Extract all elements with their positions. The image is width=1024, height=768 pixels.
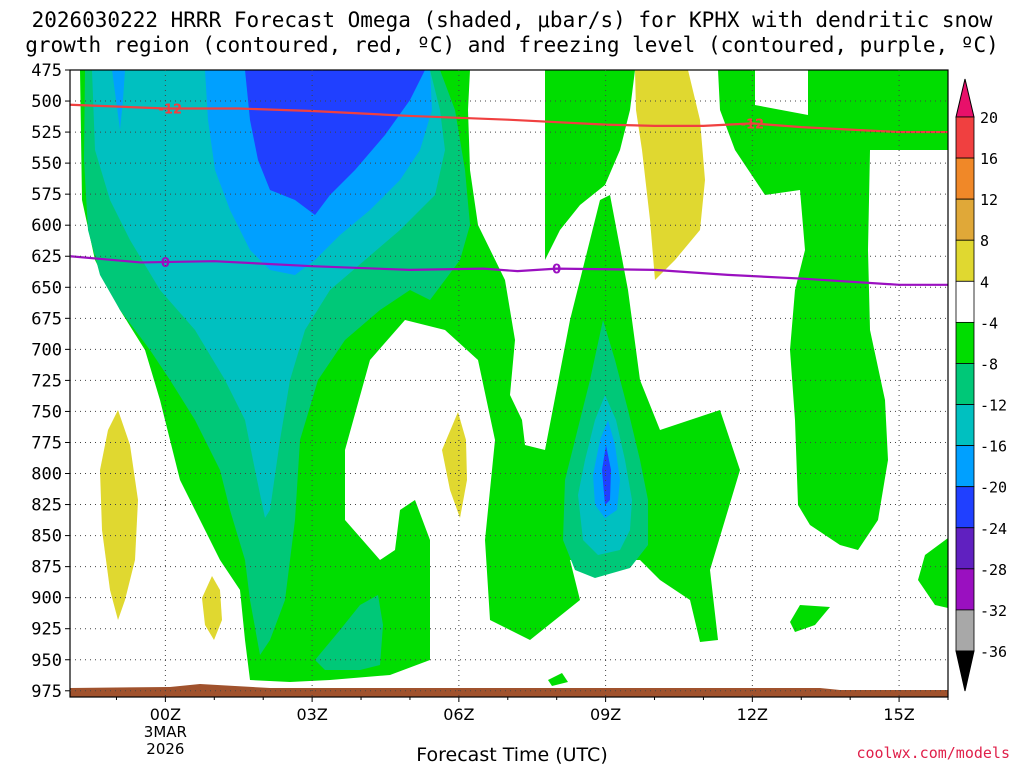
colorbar-segment: [955, 116, 975, 159]
y-tick-label: 975: [31, 682, 62, 702]
omega-region-green-small: [790, 605, 830, 632]
x-tick-label: 06Z: [443, 705, 474, 724]
colorbar-label: -36: [980, 643, 1007, 661]
y-tick-label: 500: [31, 92, 62, 112]
omega-region-blue: [245, 70, 425, 215]
colorbar-segment-top: [955, 78, 975, 118]
omega-region-yellow-small: [202, 576, 222, 640]
colorbar-label: -28: [980, 561, 1007, 579]
colorbar-segment: [955, 486, 975, 529]
colorbar-segment: [955, 321, 975, 364]
colorbar-label: -12: [980, 397, 1007, 415]
x-tick-sublabel: 2026: [146, 740, 184, 758]
colorbar-label: -16: [980, 438, 1007, 456]
y-axis: 475 500 525 550 575 600 625 650 675 700 725 750 775 8…: [31, 61, 70, 702]
colorbar-segment: [955, 157, 975, 200]
y-tick-label: 725: [31, 371, 62, 391]
colorbar-segment: [955, 363, 975, 405]
omega-shaded-field: [70, 70, 948, 697]
y-tick-label: 625: [31, 247, 62, 267]
omega-region-green-top: [545, 70, 635, 260]
x-tick-label: 03Z: [296, 705, 327, 724]
colorbar-segment: [955, 609, 975, 652]
omega-region-green-corner: [918, 538, 948, 608]
omega-region-blue-09z: [602, 445, 611, 505]
y-tick-label: 775: [31, 433, 62, 453]
colorbar-segment-bottom: [955, 650, 975, 692]
chart-title-line-1: 2026030222 HRRR Forecast Omega (shaded, …: [31, 8, 993, 32]
dendritic-snow-growth-label: -12: [741, 117, 765, 132]
colorbar-label: -24: [980, 520, 1007, 538]
colorbar-segment: [955, 527, 975, 570]
freezing-level-label: 0: [161, 256, 170, 271]
y-tick-label: 475: [31, 61, 62, 81]
y-tick-label: 875: [31, 558, 62, 578]
freezing-level-label: 0: [552, 263, 561, 278]
y-tick-label: 650: [31, 278, 62, 298]
y-tick-label: 950: [31, 651, 62, 671]
terrain-surface: [70, 684, 948, 697]
y-tick-label: 850: [31, 527, 62, 547]
x-tick-sublabel: 3MAR: [144, 723, 187, 741]
y-tick-label: 825: [31, 496, 62, 516]
dendritic-snow-growth-label: -12: [159, 102, 183, 117]
x-tick-label: 15Z: [883, 705, 914, 724]
colorbar-label: 4: [980, 273, 989, 291]
y-tick-label: 800: [31, 465, 62, 485]
colorbar-label: 8: [980, 232, 989, 250]
y-tick-label: 675: [31, 309, 62, 329]
omega-region-green-dot: [548, 673, 568, 686]
credit-text: coolwx.com/models: [856, 744, 1010, 762]
colorbar: 20 16 12 8 4 -4 -8 -12 -16 -20 -24 -28 -32 -36: [955, 78, 1007, 692]
colorbar-segment: [955, 198, 975, 241]
y-tick-label: 750: [31, 402, 62, 422]
omega-region-yellow-left: [100, 410, 138, 620]
colorbar-segment: [955, 404, 975, 447]
y-tick-label: 600: [31, 216, 62, 236]
colorbar-label: 16: [980, 150, 998, 168]
omega-region-green-right: [718, 70, 948, 550]
y-tick-label: 575: [31, 185, 62, 205]
colorbar-segment: [955, 568, 975, 611]
colorbar-segment: [955, 280, 975, 323]
y-tick-label: 700: [31, 340, 62, 360]
omega-region-teal-bottom: [315, 595, 383, 670]
y-tick-label: 525: [31, 123, 62, 143]
colorbar-segment: [955, 445, 975, 488]
omega-region-lightblue-left: [112, 70, 125, 130]
colorbar-label: -4: [980, 314, 998, 332]
chart-title-line-2: growth region (contoured, red, ºC) and f…: [25, 33, 999, 57]
colorbar-label: -32: [980, 602, 1007, 620]
y-tick-label: 550: [31, 154, 62, 174]
omega-region-yellow-top: [635, 70, 705, 280]
y-tick-label: 900: [31, 589, 62, 609]
x-axis-label: Forecast Time (UTC): [416, 744, 608, 766]
x-tick-label: 00Z: [150, 705, 181, 724]
omega-region-yellow-06z: [442, 412, 467, 518]
colorbar-label: -20: [980, 479, 1007, 497]
dendritic-snow-growth-contour: [70, 103, 948, 134]
x-tick-label: 09Z: [590, 705, 621, 724]
colorbar-segment: [955, 239, 975, 282]
freezing-level-contour: [70, 255, 948, 286]
y-tick-label: 925: [31, 620, 62, 640]
colorbar-label: 20: [980, 109, 998, 127]
plot-frame: [69, 69, 949, 698]
x-tick-label: 12Z: [737, 705, 768, 724]
colorbar-label: 12: [980, 191, 998, 209]
colorbar-label: -8: [980, 355, 998, 373]
